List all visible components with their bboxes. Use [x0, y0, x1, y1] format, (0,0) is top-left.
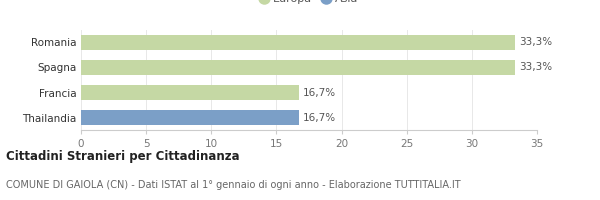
Bar [81, 85, 299, 100]
Text: COMUNE DI GAIOLA (CN) - Dati ISTAT al 1° gennaio di ogni anno - Elaborazione TUT: COMUNE DI GAIOLA (CN) - Dati ISTAT al 1°… [6, 180, 461, 190]
Text: 33,3%: 33,3% [520, 62, 553, 72]
Text: 33,3%: 33,3% [520, 37, 553, 47]
Text: Cittadini Stranieri per Cittadinanza: Cittadini Stranieri per Cittadinanza [6, 150, 239, 163]
Bar [81, 110, 299, 125]
Text: 16,7%: 16,7% [303, 88, 336, 98]
Text: 16,7%: 16,7% [303, 113, 336, 123]
Legend: Europa, Asia: Europa, Asia [260, 0, 358, 4]
Bar [81, 35, 515, 50]
Bar [81, 60, 515, 75]
